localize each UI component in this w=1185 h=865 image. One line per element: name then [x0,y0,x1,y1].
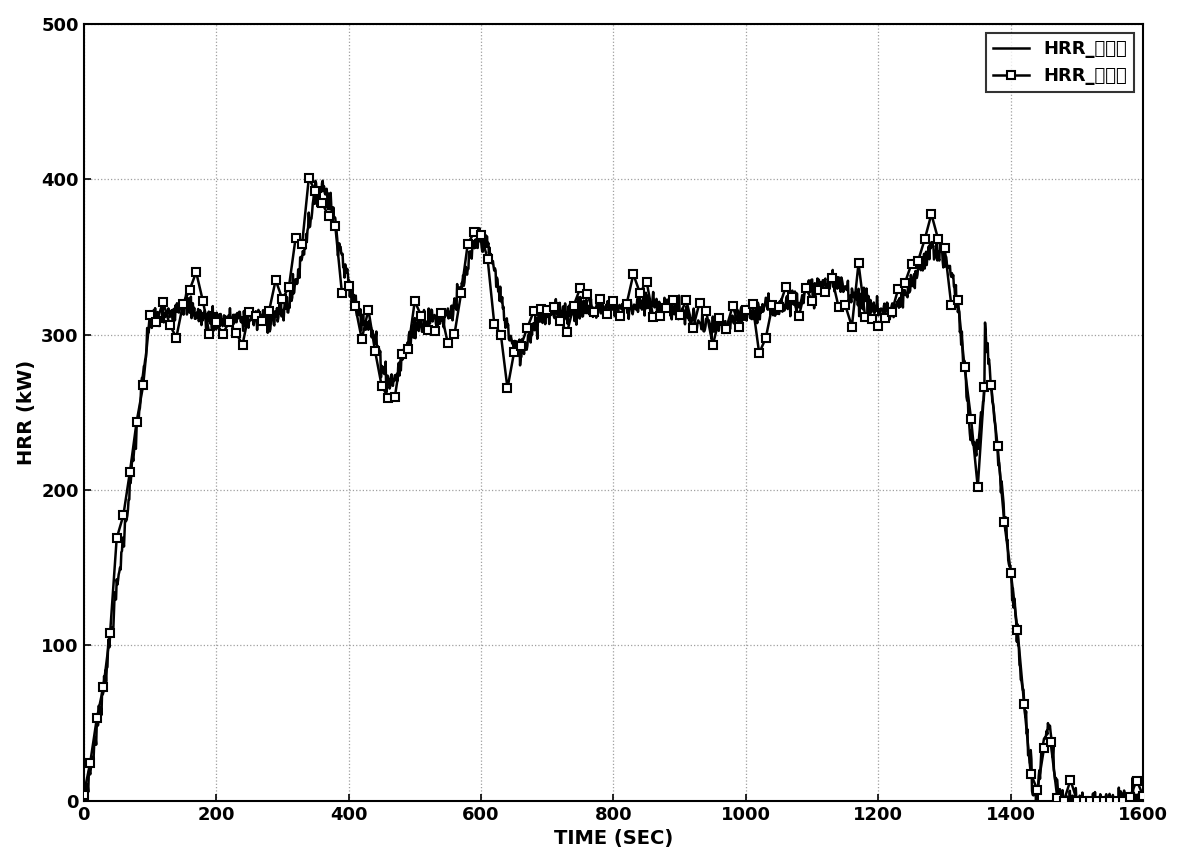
HRR_实验值 [77,791,91,801]
HRR_实验值 [302,173,316,183]
Legend: HRR_计算值, HRR_实验值: HRR_计算值, HRR_实验值 [986,33,1134,93]
HRR_实验值 [1057,796,1071,806]
HRR_计算值 [488,266,502,276]
HRR_实验值 [374,381,389,391]
HRR_实验值 [1017,699,1031,709]
HRR_实验值 [434,308,448,318]
HRR_计算值 [1064,796,1078,806]
HRR_计算值 [77,796,91,806]
HRR_计算值 [745,314,760,324]
HRR_计算值 [1136,795,1151,805]
HRR_实验值 [965,414,979,425]
HRR_计算值 [77,785,91,796]
X-axis label: TIME (SEC): TIME (SEC) [553,830,673,849]
HRR_计算值 [1048,769,1062,779]
HRR_实验值 [1136,791,1151,801]
HRR_计算值 [611,303,626,313]
Line: HRR_计算值: HRR_计算值 [84,181,1144,801]
Line: HRR_实验值: HRR_实验值 [79,174,1147,805]
HRR_计算值 [1121,791,1135,801]
HRR_计算值 [315,176,329,186]
HRR_实验值 [474,229,488,240]
Y-axis label: HRR (kW): HRR (kW) [17,360,36,465]
HRR_实验值 [1096,796,1110,806]
